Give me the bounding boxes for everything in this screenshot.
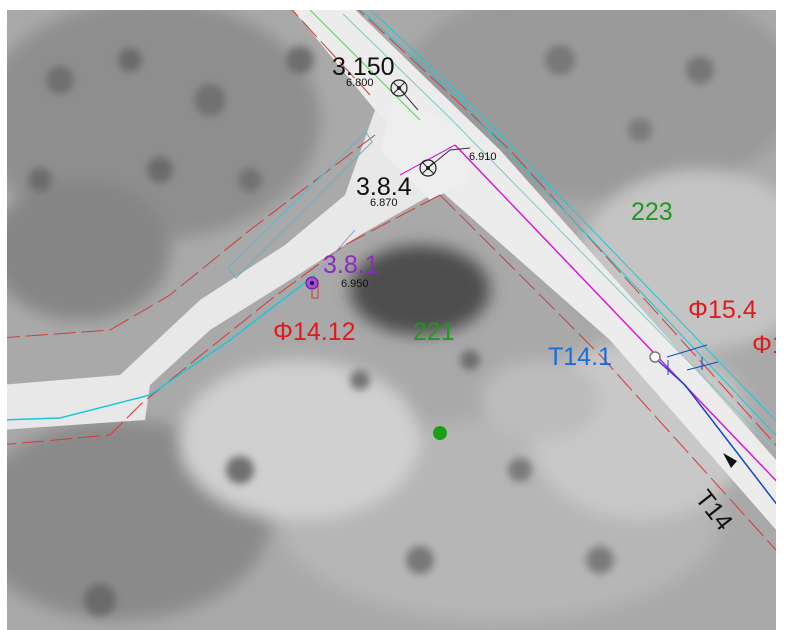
property-line-magenta [454,144,785,491]
road-edges [0,0,785,491]
well-T14-1-label: T14.1 [548,343,612,371]
photo-roads [0,0,785,540]
lot-f15-4-label: Φ15.4 [688,296,757,324]
parcel-221-label: 221 [413,318,455,346]
parcel-boundaries [0,0,785,561]
boundary-line [347,0,785,456]
small-marker [311,280,319,299]
boundary-line [439,194,785,561]
manhole-3-8-4-icon[interactable] [419,159,437,177]
point-6-910-elevation: 6.910 [469,151,497,163]
lot-f14-12-label: Φ14.12 [273,318,356,346]
well-3-150-label: 3.150 [332,53,395,81]
well-3-150-elevation: 6.800 [346,77,374,89]
sidewalk-outline [227,131,373,279]
pipe-line [654,357,785,516]
road-edge-cyan [349,0,785,446]
flow-arrow-icon [723,453,737,468]
green-point-icon[interactable] [433,426,447,440]
well-3-8-4-elevation: 6.870 [370,197,398,209]
road-edge-cyan [359,0,785,431]
pipe-T14 [654,344,785,516]
boundary-line [282,0,371,96]
road-edge-teal [342,13,785,461]
well-3-8-1-label: 3.8.1 [323,251,379,279]
manhole-3-8-1-icon[interactable] [305,276,319,290]
boundary-line [0,134,376,339]
road-edge-lilac [314,229,356,276]
leader-line [427,147,471,169]
manhole-T14-1-icon[interactable] [649,351,661,363]
road-edge-green [309,9,421,121]
manhole-3-150-icon[interactable] [390,79,408,97]
photo-dark-spots [28,45,714,616]
well-3-8-1-elevation: 6.950 [341,278,369,290]
pipe-branch [666,344,708,358]
boundary-line [0,194,441,446]
well-3-8-4-label: 3.8.4 [356,173,412,201]
parcel-223-label: 223 [631,198,673,226]
lot-f1-partial-label: Φ1 [752,331,785,359]
road-edge-cyan [0,274,316,421]
